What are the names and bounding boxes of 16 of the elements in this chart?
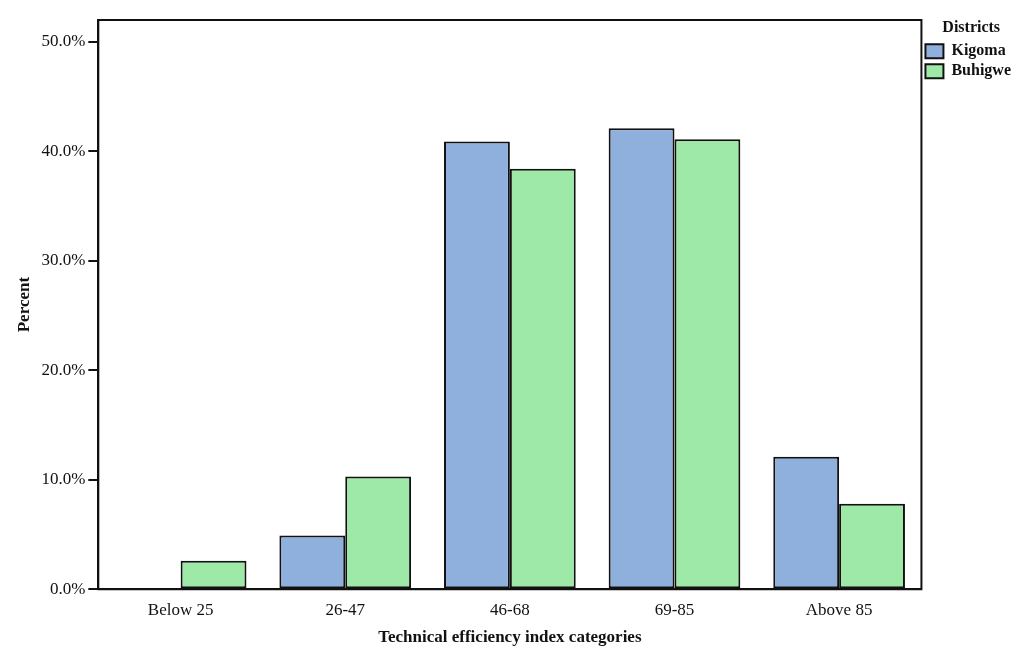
y-tick-label: 10.0% [41, 469, 86, 489]
x-tick-label: Below 25 [147, 599, 214, 619]
x-tick-label: 26-47 [325, 599, 366, 619]
y-axis-title: Percent [13, 276, 33, 333]
x-axis-title: Technical efficiency index categories [378, 627, 642, 647]
y-tick-label: 50.0% [41, 31, 86, 51]
x-tick-label: 69-85 [654, 599, 695, 619]
y-tick-label: 30.0% [41, 250, 86, 270]
y-tick-label: 20.0% [41, 359, 86, 379]
y-tick-label: 40.0% [41, 140, 86, 160]
legend-title: Districts [942, 18, 1001, 36]
x-tick-label: 46-68 [490, 599, 530, 619]
y-tick-label: 0.0% [49, 578, 86, 598]
legend-label: Kigoma [951, 41, 1006, 60]
legend-label: Buhigwe [951, 61, 1012, 80]
x-tick-label: Above 85 [805, 599, 873, 619]
